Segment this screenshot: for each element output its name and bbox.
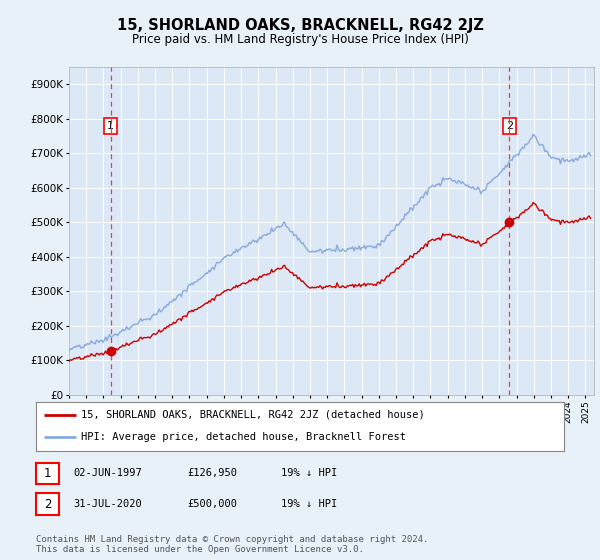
- Text: Contains HM Land Registry data © Crown copyright and database right 2024.
This d: Contains HM Land Registry data © Crown c…: [36, 535, 428, 554]
- Text: Price paid vs. HM Land Registry's House Price Index (HPI): Price paid vs. HM Land Registry's House …: [131, 32, 469, 46]
- Text: 1: 1: [107, 121, 114, 131]
- Text: 1: 1: [44, 466, 51, 480]
- Text: 15, SHORLAND OAKS, BRACKNELL, RG42 2JZ (detached house): 15, SHORLAND OAKS, BRACKNELL, RG42 2JZ (…: [81, 410, 425, 420]
- Text: £500,000: £500,000: [188, 499, 238, 509]
- Text: 2: 2: [506, 121, 513, 131]
- Text: 02-JUN-1997: 02-JUN-1997: [74, 468, 143, 478]
- Text: 31-JUL-2020: 31-JUL-2020: [74, 499, 143, 509]
- Text: 2: 2: [44, 497, 51, 511]
- Text: £126,950: £126,950: [188, 468, 238, 478]
- Text: 15, SHORLAND OAKS, BRACKNELL, RG42 2JZ: 15, SHORLAND OAKS, BRACKNELL, RG42 2JZ: [116, 18, 484, 32]
- Text: 19% ↓ HPI: 19% ↓ HPI: [281, 499, 337, 509]
- Text: HPI: Average price, detached house, Bracknell Forest: HPI: Average price, detached house, Brac…: [81, 432, 406, 442]
- Text: 19% ↓ HPI: 19% ↓ HPI: [281, 468, 337, 478]
